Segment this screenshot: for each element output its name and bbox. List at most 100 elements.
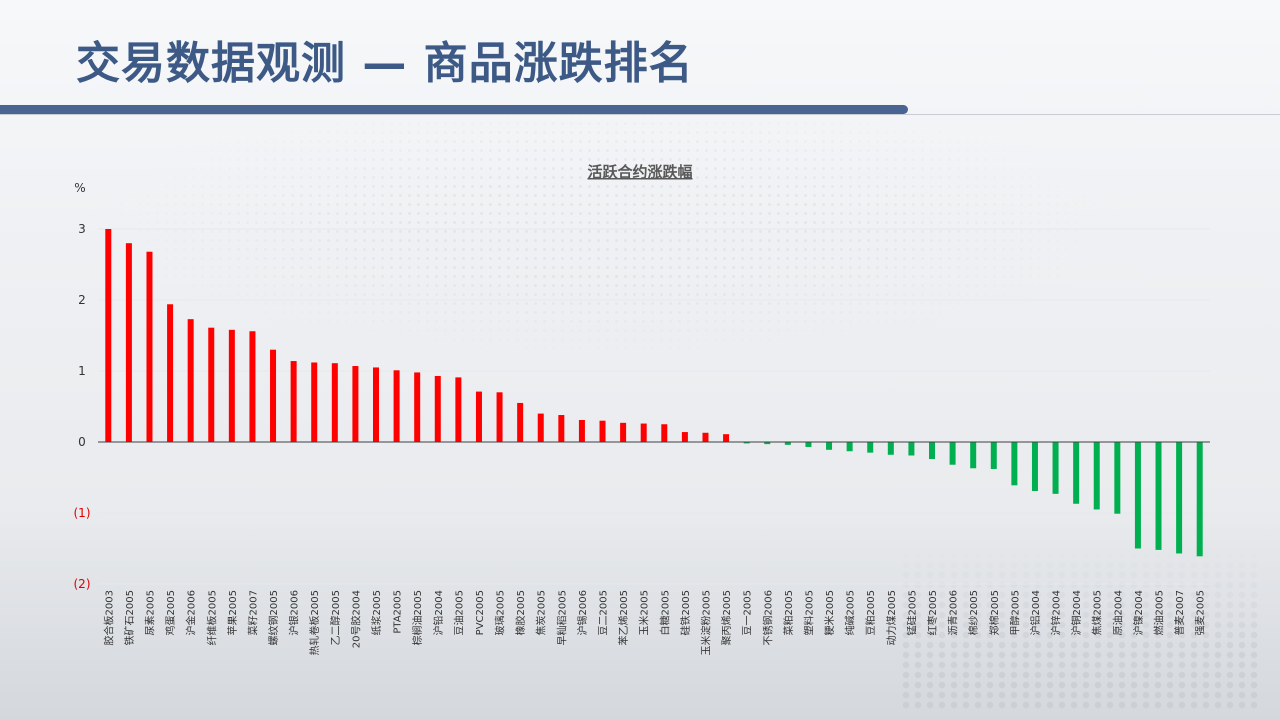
x-tick-label: 沪锌2004 bbox=[1050, 590, 1063, 635]
y-axis-unit-label: % bbox=[74, 181, 85, 195]
x-tick-label: 螺纹钢2005 bbox=[267, 590, 280, 645]
x-tick-label: 焦煤2005 bbox=[1091, 590, 1104, 635]
x-tick-label: 苯乙烯2005 bbox=[617, 590, 630, 645]
bar bbox=[517, 402, 524, 442]
bar bbox=[908, 442, 915, 456]
bar bbox=[146, 251, 153, 442]
bar bbox=[970, 442, 977, 469]
x-tick-label: 乙二醇2005 bbox=[329, 590, 342, 645]
x-tick-label: 尿素2005 bbox=[143, 590, 156, 635]
x-tick-label: 聚丙烯2005 bbox=[720, 590, 733, 645]
y-tick-label: 1 bbox=[78, 364, 86, 378]
bar bbox=[661, 424, 668, 442]
bar bbox=[867, 442, 874, 453]
x-tick-label: 动力煤2005 bbox=[885, 590, 898, 645]
y-tick-label: (2) bbox=[74, 577, 91, 591]
y-tick-label: (1) bbox=[74, 506, 91, 520]
x-tick-label: 苹果2005 bbox=[226, 590, 239, 635]
x-tick-label: 不锈钢2006 bbox=[761, 590, 774, 645]
bar bbox=[990, 442, 997, 469]
x-tick-label: 纤维板2005 bbox=[205, 590, 218, 645]
floor-background bbox=[0, 510, 1280, 720]
x-tick-label: 豆粕2005 bbox=[864, 590, 877, 635]
x-tick-label: 纯碱2005 bbox=[844, 590, 857, 635]
bar bbox=[249, 331, 256, 442]
x-tick-label: 沪锡2006 bbox=[576, 590, 589, 635]
bar bbox=[1011, 442, 1018, 486]
bar bbox=[393, 370, 400, 442]
x-tick-label: 红枣2005 bbox=[926, 590, 939, 635]
x-tick-label: 粳米2005 bbox=[823, 590, 836, 635]
bar bbox=[949, 442, 956, 465]
bar bbox=[290, 361, 297, 442]
x-tick-label: 沪铜2004 bbox=[1070, 590, 1083, 635]
x-tick-label: 纸浆2005 bbox=[370, 590, 383, 635]
x-tick-label: 早籼稻2005 bbox=[555, 590, 568, 645]
dot-pattern-decoration bbox=[900, 550, 1260, 710]
x-tick-label: 鸡蛋2005 bbox=[164, 590, 177, 635]
x-tick-label: 原油2004 bbox=[1111, 590, 1124, 635]
bar bbox=[352, 366, 359, 442]
bar bbox=[805, 442, 812, 447]
x-tick-label: 沪镍2004 bbox=[1132, 590, 1145, 635]
bar bbox=[1196, 442, 1203, 557]
bar bbox=[846, 442, 853, 452]
bar bbox=[496, 392, 503, 442]
x-tick-label: 橡胶2005 bbox=[514, 590, 527, 635]
x-tick-label: 焦炭2005 bbox=[535, 590, 548, 635]
x-tick-label: 沪金2006 bbox=[185, 590, 198, 635]
x-tick-label: 铁矿石2005 bbox=[123, 590, 136, 645]
bar bbox=[537, 413, 544, 442]
y-tick-label: 3 bbox=[78, 222, 86, 236]
x-tick-label: 燃油2005 bbox=[1153, 590, 1166, 635]
world-map-background bbox=[90, 110, 1240, 440]
bar bbox=[681, 432, 688, 442]
x-tick-label: 强麦2005 bbox=[1195, 590, 1207, 635]
bar bbox=[578, 419, 585, 442]
x-tick-label: 沪银2006 bbox=[288, 590, 301, 635]
x-tick-label: 豆二2005 bbox=[598, 590, 610, 635]
title-divider bbox=[0, 114, 1280, 115]
x-tick-label: 20号胶2004 bbox=[349, 590, 362, 648]
x-tick-label: 塑料2005 bbox=[802, 590, 815, 635]
y-tick-label: 2 bbox=[78, 293, 86, 307]
bar bbox=[887, 442, 894, 455]
y-tick-label: 0 bbox=[78, 435, 86, 449]
x-tick-label: 棕榈油2005 bbox=[411, 590, 424, 645]
bar bbox=[1114, 442, 1121, 514]
x-tick-label: 郑棉2005 bbox=[988, 590, 1001, 635]
bar bbox=[1073, 442, 1080, 504]
bar bbox=[187, 319, 194, 442]
bar bbox=[228, 329, 235, 442]
x-tick-label: 菜粕2005 bbox=[782, 590, 795, 635]
bar bbox=[125, 243, 132, 442]
bar bbox=[1176, 442, 1183, 554]
bar bbox=[723, 434, 730, 442]
bar bbox=[743, 442, 750, 444]
x-tick-label: 豆一2005 bbox=[742, 590, 754, 635]
bar bbox=[414, 372, 421, 442]
bar bbox=[784, 442, 791, 445]
x-tick-label: 白糖2005 bbox=[658, 590, 671, 635]
bar bbox=[167, 304, 174, 442]
bar bbox=[558, 415, 565, 442]
x-tick-label: 热轧卷板2005 bbox=[308, 590, 321, 655]
x-tick-label: 甲醇2005 bbox=[1008, 590, 1021, 635]
bar bbox=[475, 391, 482, 442]
bar bbox=[270, 349, 277, 442]
x-tick-label: 菜籽2007 bbox=[247, 590, 259, 635]
bar bbox=[311, 362, 318, 442]
bar bbox=[105, 229, 112, 442]
bar bbox=[620, 422, 627, 442]
bar bbox=[599, 420, 606, 442]
page-title: 交易数据观测 — 商品涨跌排名 bbox=[76, 38, 694, 89]
x-tick-label: 沪铝2004 bbox=[1029, 590, 1042, 635]
bar bbox=[702, 432, 709, 442]
x-tick-label: PVC2005 bbox=[475, 590, 486, 635]
x-tick-label: 玻璃2005 bbox=[494, 590, 507, 635]
title-underline-bar bbox=[0, 105, 908, 114]
bar bbox=[1031, 442, 1038, 491]
bar bbox=[373, 367, 379, 442]
x-tick-label: 棉纱2005 bbox=[967, 590, 980, 635]
